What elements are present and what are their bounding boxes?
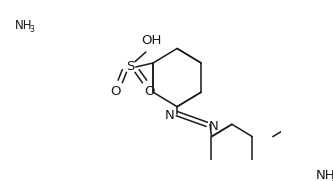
Text: O: O: [110, 85, 121, 98]
Text: S: S: [127, 60, 135, 73]
Text: N: N: [209, 120, 219, 132]
Text: 2: 2: [331, 174, 333, 181]
Text: NH: NH: [15, 19, 33, 32]
Text: O: O: [144, 85, 155, 98]
Text: N: N: [165, 109, 174, 122]
Text: OH: OH: [141, 34, 161, 47]
Text: 3: 3: [30, 25, 34, 34]
Text: NH: NH: [316, 169, 333, 181]
